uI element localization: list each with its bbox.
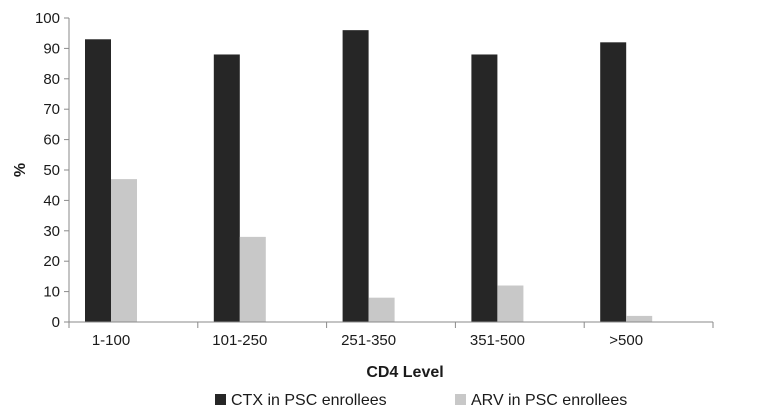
legend-label: ARV in PSC enrollees xyxy=(471,392,627,409)
x-tick-label: 1-100 xyxy=(92,332,130,349)
y-tick-label: 40 xyxy=(43,192,60,209)
x-axis-ticks: 1-100 101-250 251-350 351-500 >500 xyxy=(68,322,714,349)
arv-bar xyxy=(239,236,266,322)
y-axis-ticks: 0 10 20 30 40 50 60 70 80 90 100 xyxy=(35,10,69,331)
legend: CTX in PSC enrollees ARV in PSC enrollees xyxy=(215,392,627,409)
x-axis-title: CD4 Level xyxy=(366,364,443,381)
arv-bar xyxy=(368,297,395,322)
y-axis-title: % xyxy=(12,163,29,177)
y-tick-label: 60 xyxy=(43,132,60,149)
y-tick-label: 80 xyxy=(43,71,60,88)
y-tick-label: 100 xyxy=(35,10,60,27)
x-tick-label: 251-350 xyxy=(341,332,396,349)
y-tick-label: 90 xyxy=(43,40,60,57)
y-tick-label: 20 xyxy=(43,253,60,270)
ctx-bar xyxy=(342,30,369,322)
legend-label: CTX in PSC enrollees xyxy=(231,392,387,409)
ctx-bar xyxy=(600,42,627,322)
ctx-bar xyxy=(471,54,498,322)
y-tick-label: 10 xyxy=(43,284,60,301)
legend-swatch xyxy=(215,394,226,405)
legend-swatch xyxy=(455,394,466,405)
arv-bar xyxy=(626,315,653,322)
y-tick-label: 50 xyxy=(43,162,60,179)
y-tick-label: 0 xyxy=(52,314,60,331)
y-tick-label: 70 xyxy=(43,101,60,118)
bar-marks xyxy=(85,30,653,322)
x-tick-label: 351-500 xyxy=(470,332,525,349)
arv-bar xyxy=(497,285,524,322)
x-tick-label: 101-250 xyxy=(212,332,267,349)
ctx-bar xyxy=(213,54,240,322)
y-tick-label: 30 xyxy=(43,223,60,240)
x-tick-label: >500 xyxy=(609,332,643,349)
arv-bar xyxy=(111,179,137,322)
ctx-bar xyxy=(85,39,111,322)
